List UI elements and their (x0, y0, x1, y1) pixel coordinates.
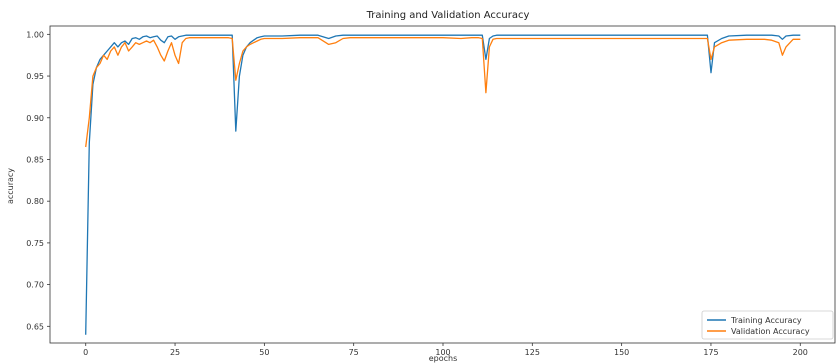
x-tick-label: 75 (349, 348, 359, 357)
y-tick-label: 0.85 (26, 155, 44, 164)
y-tick-label: 1.00 (26, 30, 44, 39)
y-tick-label: 0.75 (26, 239, 44, 248)
y-tick-label: 0.90 (26, 114, 44, 123)
x-tick-label: 0 (83, 348, 88, 357)
validation-accuracy-line (85, 37, 801, 148)
y-axis-label: accuracy (6, 168, 15, 204)
x-axis-ticks: 0 25 50 75 100 125 150 175 200 (83, 343, 808, 357)
chart-title: Training and Validation Accuracy (366, 10, 530, 21)
y-tick-label: 0.95 (26, 72, 44, 81)
x-tick-label: 50 (259, 348, 269, 357)
y-axis-ticks: 0.65 0.70 0.75 0.80 0.85 0.90 0.95 1.00 (26, 30, 50, 331)
plot-area (49, 25, 836, 344)
y-tick-label: 0.65 (26, 322, 44, 331)
legend: Training Accuracy Validation Accuracy (701, 310, 834, 340)
x-tick-label: 25 (170, 348, 180, 357)
x-tick-label: 200 (793, 348, 808, 357)
legend-label-training: Training Accuracy (730, 316, 802, 325)
y-tick-label: 0.70 (26, 281, 44, 290)
y-tick-label: 0.80 (26, 197, 44, 206)
legend-label-validation: Validation Accuracy (731, 327, 810, 336)
training-accuracy-line (85, 34, 801, 335)
legend-box (701, 310, 834, 340)
x-axis-label: epochs (429, 354, 458, 363)
x-tick-label: 100 (435, 348, 450, 357)
x-tick-label: 175 (703, 348, 718, 357)
x-tick-label: 125 (525, 348, 540, 357)
plot-frame (49, 25, 836, 344)
x-tick-label: 150 (614, 348, 629, 357)
